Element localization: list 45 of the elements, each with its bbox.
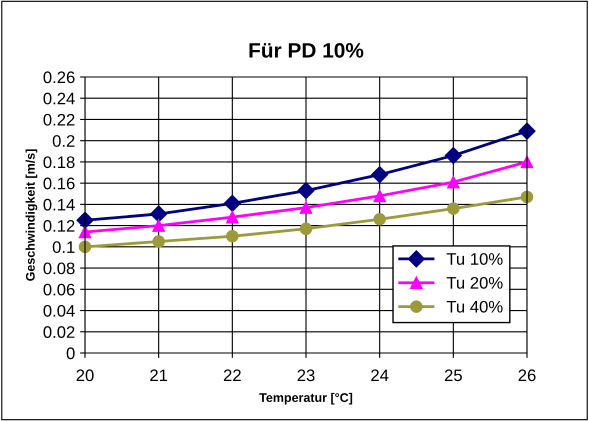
y-tick-label: 0.08 — [43, 262, 75, 274]
point — [520, 190, 534, 204]
y-tick-label: 0 — [66, 347, 75, 360]
point — [300, 201, 312, 214]
point — [444, 147, 462, 164]
point — [447, 176, 460, 188]
y-tick-label: 0.2 — [52, 135, 74, 147]
point — [78, 240, 92, 254]
x-tick-label: 26 — [518, 369, 536, 382]
y-tick-label: 0.04 — [43, 304, 75, 317]
chart-title: Für PD 10% — [250, 43, 364, 58]
point — [300, 222, 312, 236]
y-tick-label: 0.14 — [43, 198, 75, 211]
x-tick-label: 24 — [371, 369, 388, 382]
y-tick-label: 0.18 — [43, 156, 75, 168]
point — [152, 235, 165, 248]
point — [371, 166, 388, 184]
y-tick-label: 0.12 — [43, 220, 74, 232]
y-tick-label: 0.1 — [52, 241, 74, 254]
legend-label: Tu 20% — [446, 276, 503, 289]
point — [152, 219, 165, 232]
x-axis-title: Temperatur [°C] — [259, 392, 352, 404]
point — [373, 212, 386, 226]
x-tick-label: 23 — [298, 369, 315, 382]
point — [150, 205, 168, 222]
legend-label: Tu 10% — [446, 253, 503, 265]
x-tick-label: 22 — [224, 369, 241, 382]
legend-label: Tu 40% — [446, 300, 503, 313]
y-tick-label: 0.24 — [43, 92, 75, 104]
y-axis-title: Geschwindigkeit [m/s] — [26, 149, 38, 281]
x-tick-label: 20 — [76, 369, 94, 382]
point — [76, 212, 94, 229]
point — [226, 210, 239, 224]
x-tick-label: 25 — [444, 369, 462, 382]
point — [226, 230, 239, 242]
point — [447, 202, 460, 215]
y-tick-label: 0.02 — [43, 326, 74, 338]
y-tick-label: 0.22 — [43, 114, 74, 126]
y-tick-label: 0.06 — [43, 284, 75, 296]
y-tick-label: 0.26 — [43, 71, 75, 84]
point — [224, 194, 241, 212]
y-tick-label: 0.16 — [43, 178, 75, 190]
x-tick-label: 21 — [150, 369, 168, 382]
point — [297, 182, 315, 200]
point — [373, 190, 386, 202]
